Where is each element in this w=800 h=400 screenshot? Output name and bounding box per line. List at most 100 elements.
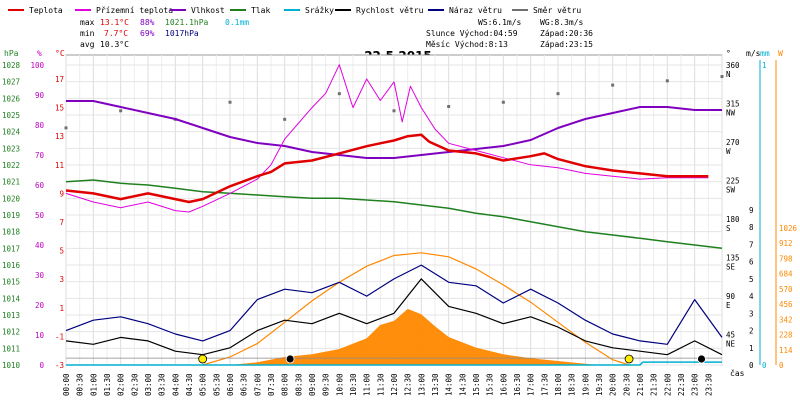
tick-label-degc: 3	[59, 275, 64, 284]
legend-label: Náraz větru	[449, 6, 502, 15]
tick-label-dir-deg: 45	[726, 331, 735, 340]
stat-min-label: min	[80, 29, 95, 38]
tick-label-hpa: 1019	[2, 211, 20, 220]
tick-label-x: 09:00	[308, 373, 317, 396]
moonrise-marker	[285, 354, 295, 364]
tick-label-x: 04:00	[171, 373, 180, 396]
tick-label-x: 14:30	[458, 373, 467, 396]
tick-label-hpa: 1022	[2, 161, 20, 170]
legend-label: Přízemní teplota	[96, 6, 173, 15]
tick-label-x: 04:30	[185, 373, 194, 396]
wind-gust-line	[65, 264, 723, 345]
tick-label-dir-name: E	[726, 301, 731, 310]
tick-label-dir-name: N	[726, 70, 731, 79]
tick-label-pct: 0	[39, 361, 44, 370]
tick-label-degc: 17	[55, 75, 64, 84]
tick-label-x: 10:00	[335, 373, 344, 396]
tick-label-x: 08:00	[281, 373, 290, 396]
tick-label-w: 342	[779, 315, 793, 324]
tick-label-x: 01:30	[103, 373, 112, 396]
sunrise-marker	[198, 354, 208, 364]
tick-label-x: 21:30	[650, 373, 659, 396]
wind-dir-point	[119, 109, 123, 113]
tick-label-x: 23:00	[691, 373, 700, 396]
stat-max-temp: 13.1°C	[100, 18, 129, 27]
axis-label-pct: %	[37, 49, 42, 58]
tick-label-hpa: 1013	[2, 311, 20, 320]
tick-label-hpa: 1016	[2, 261, 21, 270]
tick-label-x: 15:00	[472, 373, 481, 396]
tick-label-x: 14:00	[445, 373, 454, 396]
wind-dir-point	[720, 75, 724, 79]
tick-label-x: 02:30	[130, 373, 139, 396]
tick-label-hpa: 1014	[2, 294, 21, 303]
tick-label-w: 798	[779, 254, 793, 263]
tick-label-x: 09:30	[322, 373, 331, 396]
axis-label-time: čas	[730, 368, 745, 378]
tick-label-pct: 60	[35, 181, 45, 190]
sunset-marker	[624, 354, 634, 364]
stat-min-temp: 7.7°C	[104, 29, 128, 38]
tick-label-x: 20:30	[622, 373, 631, 396]
tick-label-w: 1026	[779, 224, 798, 233]
tick-label-ms: 3	[749, 309, 754, 318]
tick-label-pct: 30	[35, 271, 45, 280]
axis-label-hpa: hPa	[4, 49, 19, 58]
stat-sun: Slunce Východ:04:59	[426, 29, 518, 38]
tick-label-x: 01:00	[89, 373, 98, 396]
legend: Teplota Přízemní teplota Vlhkost Tlak Srážky…	[8, 6, 581, 15]
tick-label-pct: 70	[35, 151, 45, 160]
tick-label-w: 912	[779, 239, 793, 248]
tick-label-x: 12:00	[390, 373, 399, 396]
tick-label-x: 17:30	[540, 373, 549, 396]
wind-dir-point	[501, 100, 505, 104]
tick-label-x: 22:00	[663, 373, 672, 396]
tick-label-w: 114	[779, 346, 793, 355]
tick-label-ms: 7	[749, 240, 754, 249]
tick-label-pct: 10	[35, 331, 45, 340]
tick-label-hpa: 1028	[2, 61, 21, 70]
stat-avg-temp: 10.3°C	[100, 40, 129, 49]
wind-dir-point	[228, 100, 232, 104]
tick-label-x: 07:30	[267, 373, 276, 396]
tick-label-dir-name: NW	[726, 109, 736, 118]
legend-label: Rychlost větru	[356, 6, 424, 15]
wind-dir-point	[283, 117, 287, 121]
tick-label-x: 19:30	[595, 373, 604, 396]
moonset-marker	[697, 354, 706, 364]
tick-label-dir-deg: 135	[726, 254, 740, 263]
tick-label-dir-name: SE	[726, 263, 736, 272]
tick-label-hpa: 1024	[2, 128, 21, 137]
tick-label-degc: 15	[55, 104, 64, 113]
tick-label-hpa: 1020	[2, 194, 21, 203]
tick-label-hpa: 1023	[2, 144, 20, 153]
legend-label: Teplota	[29, 6, 63, 15]
tick-label-x: 20:00	[609, 373, 618, 396]
axis-label-degc: °C	[55, 49, 65, 58]
tick-label-x: 19:00	[581, 373, 590, 396]
wind-dir-point	[665, 79, 669, 83]
stat-sunset: Západ:20:36	[540, 29, 593, 38]
tick-label-ms: 5	[749, 275, 754, 284]
tick-label-w: 0	[779, 361, 784, 370]
pressure-line	[65, 179, 723, 250]
tick-label-pct: 50	[35, 211, 45, 220]
tick-label-x: 13:30	[431, 373, 440, 396]
stat-ws: WS:6.1m/s	[478, 18, 522, 27]
tick-label-hpa: 1025	[2, 111, 20, 120]
tick-label-w: 456	[779, 300, 793, 309]
tick-label-x: 08:30	[294, 373, 303, 396]
tick-label-mm: 1	[762, 61, 767, 70]
wind-speed-line	[65, 278, 723, 356]
tick-label-degc: 11	[55, 161, 64, 170]
tick-label-x: 00:00	[62, 373, 71, 396]
tick-label-degc: -3	[55, 361, 64, 370]
tick-label-pct: 20	[35, 301, 45, 310]
wind-dir-point	[64, 126, 68, 130]
tick-label-x: 06:30	[240, 373, 249, 396]
tick-label-x: 11:30	[376, 373, 385, 396]
stat-moon: Měsíc Východ:8:13	[426, 40, 508, 49]
tick-label-x: 05:00	[199, 373, 208, 396]
tick-label-pct: 80	[35, 121, 45, 130]
